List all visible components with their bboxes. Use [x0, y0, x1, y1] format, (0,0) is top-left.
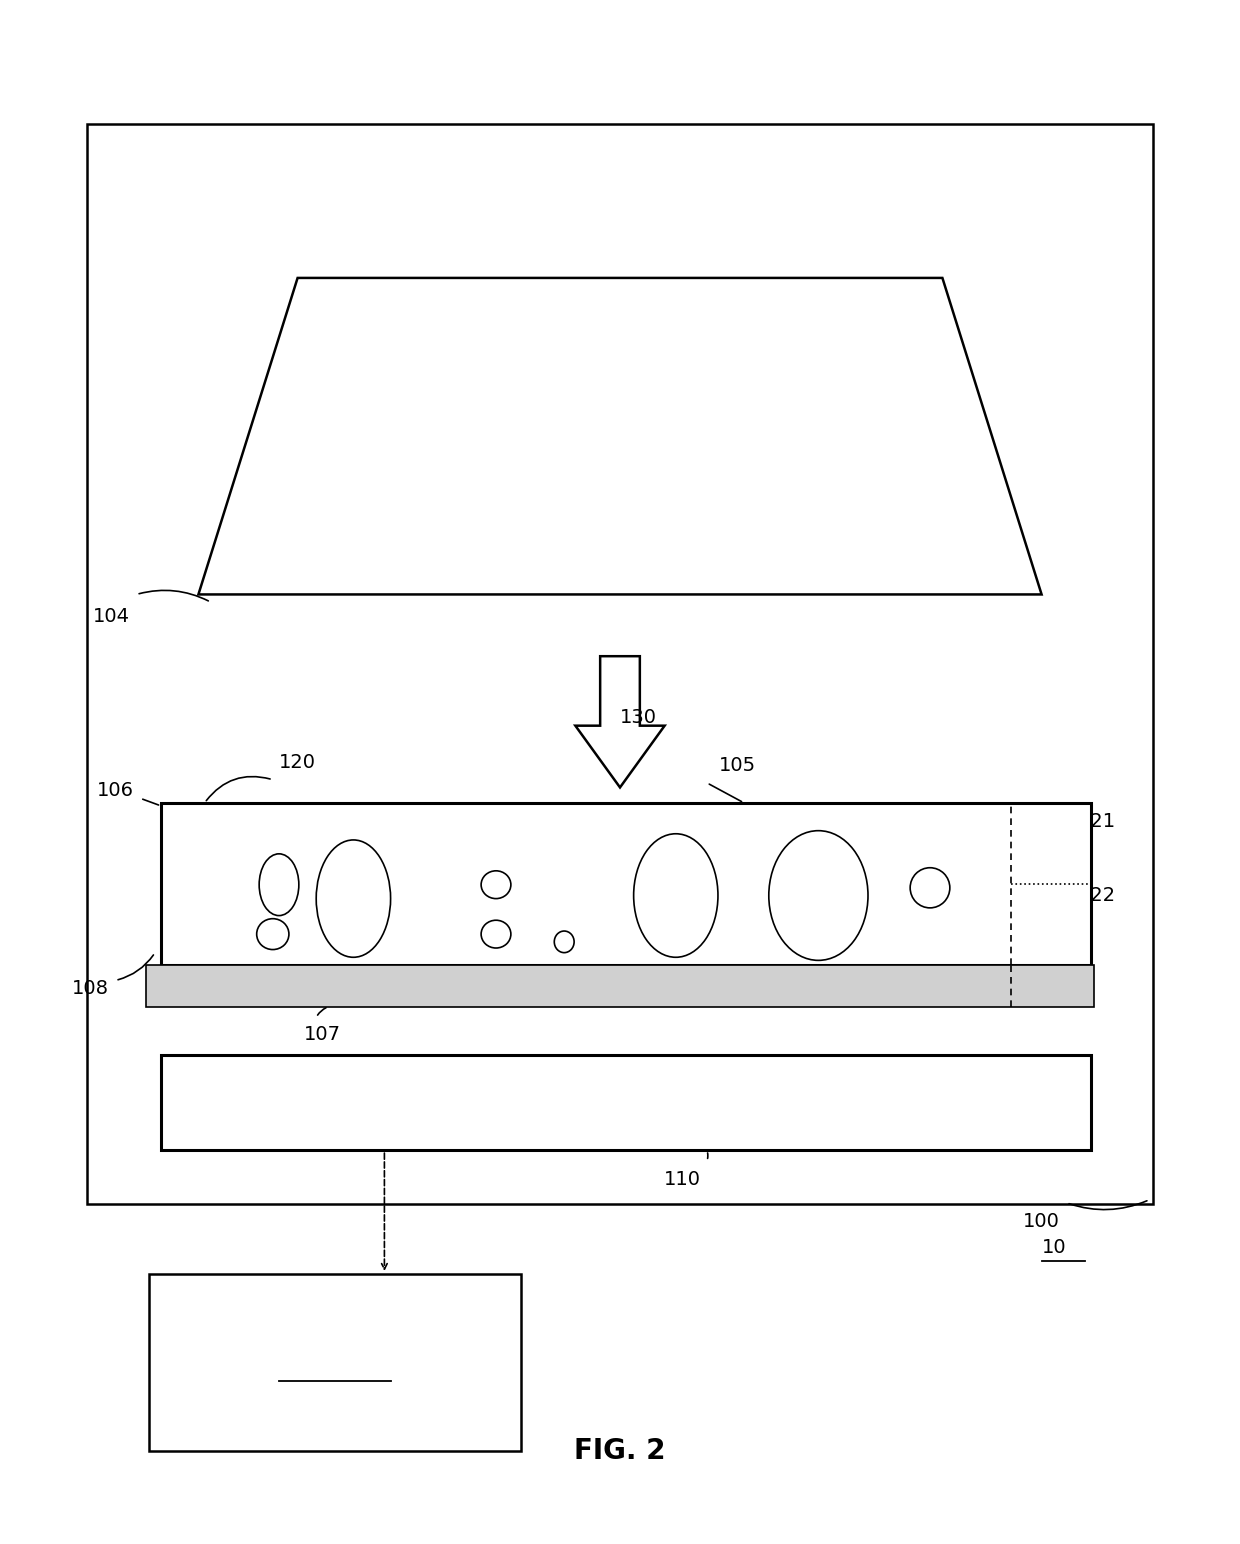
Text: 110: 110 [663, 1170, 701, 1189]
Text: 122: 122 [1079, 886, 1116, 905]
Polygon shape [575, 656, 665, 787]
Text: 106: 106 [97, 781, 134, 800]
Text: 108: 108 [72, 979, 109, 997]
Text: 200: 200 [314, 1337, 356, 1357]
Text: 100: 100 [1023, 1212, 1060, 1231]
Text: 104: 104 [93, 607, 130, 625]
Text: 130: 130 [620, 709, 657, 727]
Text: 121: 121 [1079, 812, 1116, 831]
Text: 107: 107 [304, 1025, 341, 1044]
Text: FIG. 2: FIG. 2 [574, 1437, 666, 1465]
Polygon shape [161, 803, 1091, 965]
Polygon shape [161, 1055, 1091, 1150]
Polygon shape [146, 965, 1094, 1007]
Text: 105: 105 [719, 757, 756, 775]
Text: 120: 120 [279, 753, 316, 772]
Text: 10: 10 [1042, 1238, 1066, 1257]
Polygon shape [149, 1274, 521, 1451]
